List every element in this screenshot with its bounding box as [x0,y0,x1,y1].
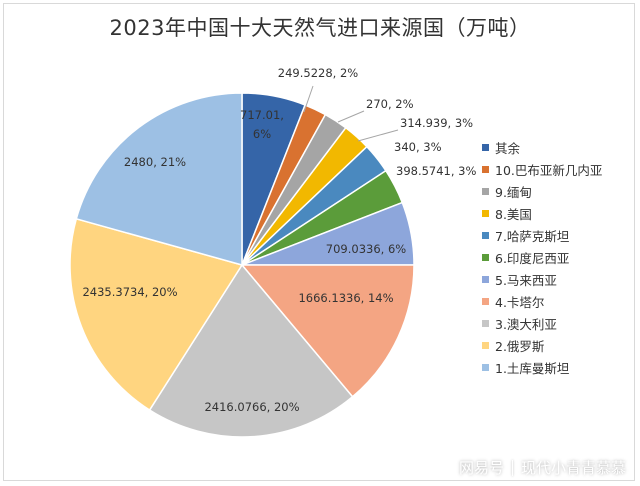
data-label: 314.939, 3% [400,116,473,130]
legend-label: 9.缅甸 [495,184,532,200]
legend-swatch [482,363,489,371]
legend-item: 7.哈萨克斯坦 [482,224,632,246]
legend-item: 6.印度尼西亚 [482,246,632,268]
pie-slice [75,92,243,266]
legend-label: 4.卡塔尔 [495,294,545,310]
data-label: 717.01, 6% [240,108,284,141]
legend-item: 4.卡塔尔 [482,290,632,312]
data-label: 2435.3734, 20% [82,285,177,299]
watermark-divider [511,459,513,476]
pie-slice [240,264,415,398]
legend-label: 1.土库曼斯坦 [495,360,570,376]
legend-label: 10.巴布亚新几内亚 [495,162,603,178]
chart-title: 2023年中国十大天然气进口来源国（万吨） [109,16,531,40]
legend-label: 6.印度尼西亚 [495,250,570,266]
data-label: 249.5228, 2% [278,66,358,80]
legend-swatch [482,253,489,261]
data-label: 270, 2% [366,97,414,111]
legend-item: 2.俄罗斯 [482,334,632,356]
watermark-brand: 网易号 [458,459,504,477]
legend-label: 3.澳大利亚 [495,316,557,332]
legend-item: 5.马来西亚 [482,268,632,290]
legend-label: 2.俄罗斯 [495,338,545,354]
watermark: 网易号 现代小青青慕慕 [459,457,626,478]
pie-slice [148,263,354,438]
legend-item: 1.土库曼斯坦 [482,356,632,378]
legend-label: 7.哈萨克斯坦 [495,228,570,244]
leader-line [357,129,399,142]
legend-item: 9.缅甸 [482,180,632,202]
data-label: 2416.0766, 20% [204,400,299,414]
legend-swatch [482,275,489,283]
chart-legend: 其余 10.巴布亚新几内亚 9.缅甸 8.美国 7.哈萨克斯坦 6.印度尼西亚 5.马来西亚… [482,136,632,378]
data-label: 340, 3% [394,140,442,154]
legend-label: 其余 [495,140,521,156]
data-label: 2480, 21% [124,155,186,169]
data-label: 1666.1336, 14% [298,291,393,305]
legend-swatch [482,143,489,151]
legend-label: 8.美国 [495,206,532,222]
legend-label: 5.马来西亚 [495,272,557,288]
legend-item: 8.美国 [482,202,632,224]
pie-slice [69,217,244,412]
legend-item: 3.澳大利亚 [482,312,632,334]
legend-swatch [482,319,489,327]
legend-swatch [482,209,489,217]
legend-swatch [482,341,489,349]
data-label: 398.5741, 3% [396,164,476,178]
legend-item: 10.巴布亚新几内亚 [482,158,632,180]
legend-item: 其余 [482,136,632,158]
data-label: 709.0336, 6% [326,242,406,256]
legend-swatch [482,231,489,239]
leader-line [337,110,365,123]
legend-swatch [482,297,489,305]
legend-swatch [482,187,489,195]
watermark-account: 现代小青青慕慕 [520,459,626,477]
legend-swatch [482,165,489,173]
leader-line [303,85,314,113]
